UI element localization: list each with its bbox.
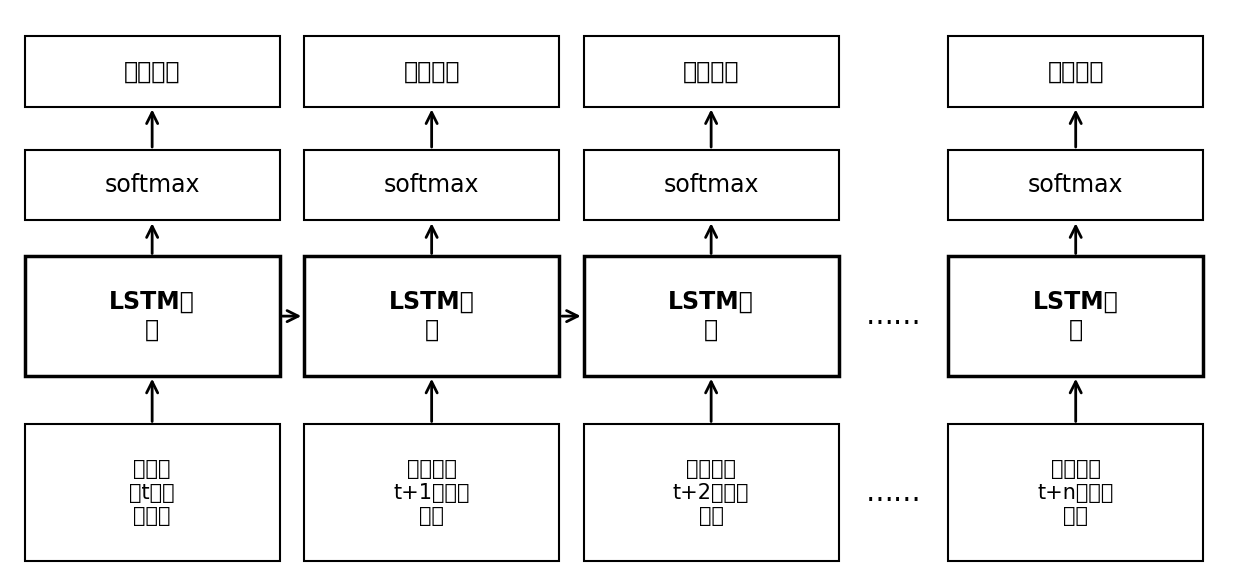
Bar [584, 36, 838, 106]
Text: 溺水概率: 溺水概率 [124, 59, 180, 83]
Text: 某游泳者
t+1时刻的
状态: 某游泳者 t+1时刻的 状态 [393, 460, 470, 526]
Bar [584, 256, 838, 376]
Text: LSTM单
元: LSTM单 元 [389, 290, 475, 342]
Bar [949, 36, 1203, 106]
Text: 溺水概率: 溺水概率 [683, 59, 739, 83]
Text: LSTM单
元: LSTM单 元 [668, 290, 754, 342]
Bar [584, 150, 838, 220]
Bar [304, 150, 559, 220]
Bar [25, 256, 280, 376]
Bar [25, 150, 280, 220]
Text: LSTM单
元: LSTM单 元 [1033, 290, 1118, 342]
Text: 溺水概率: 溺水概率 [403, 59, 460, 83]
Text: softmax: softmax [663, 173, 759, 197]
Bar [304, 424, 559, 561]
Bar [949, 424, 1203, 561]
Bar [25, 36, 280, 106]
Bar [25, 424, 280, 561]
Text: 某游泳者
t+n时刻的
状态: 某游泳者 t+n时刻的 状态 [1038, 460, 1114, 526]
Text: softmax: softmax [1028, 173, 1123, 197]
Bar [949, 256, 1203, 376]
Text: 溺水概率: 溺水概率 [1048, 59, 1104, 83]
Bar [304, 256, 559, 376]
Bar [304, 36, 559, 106]
Bar [949, 150, 1203, 220]
Text: softmax: softmax [104, 173, 200, 197]
Text: ……: …… [866, 302, 921, 330]
Text: ……: …… [866, 479, 921, 507]
Text: 某游泳
者t时刻
的状态: 某游泳 者t时刻 的状态 [129, 460, 175, 526]
Text: LSTM单
元: LSTM单 元 [109, 290, 195, 342]
Text: softmax: softmax [384, 173, 480, 197]
Bar [584, 424, 838, 561]
Text: 某游泳者
t+2时刻的
状态: 某游泳者 t+2时刻的 状态 [673, 460, 749, 526]
